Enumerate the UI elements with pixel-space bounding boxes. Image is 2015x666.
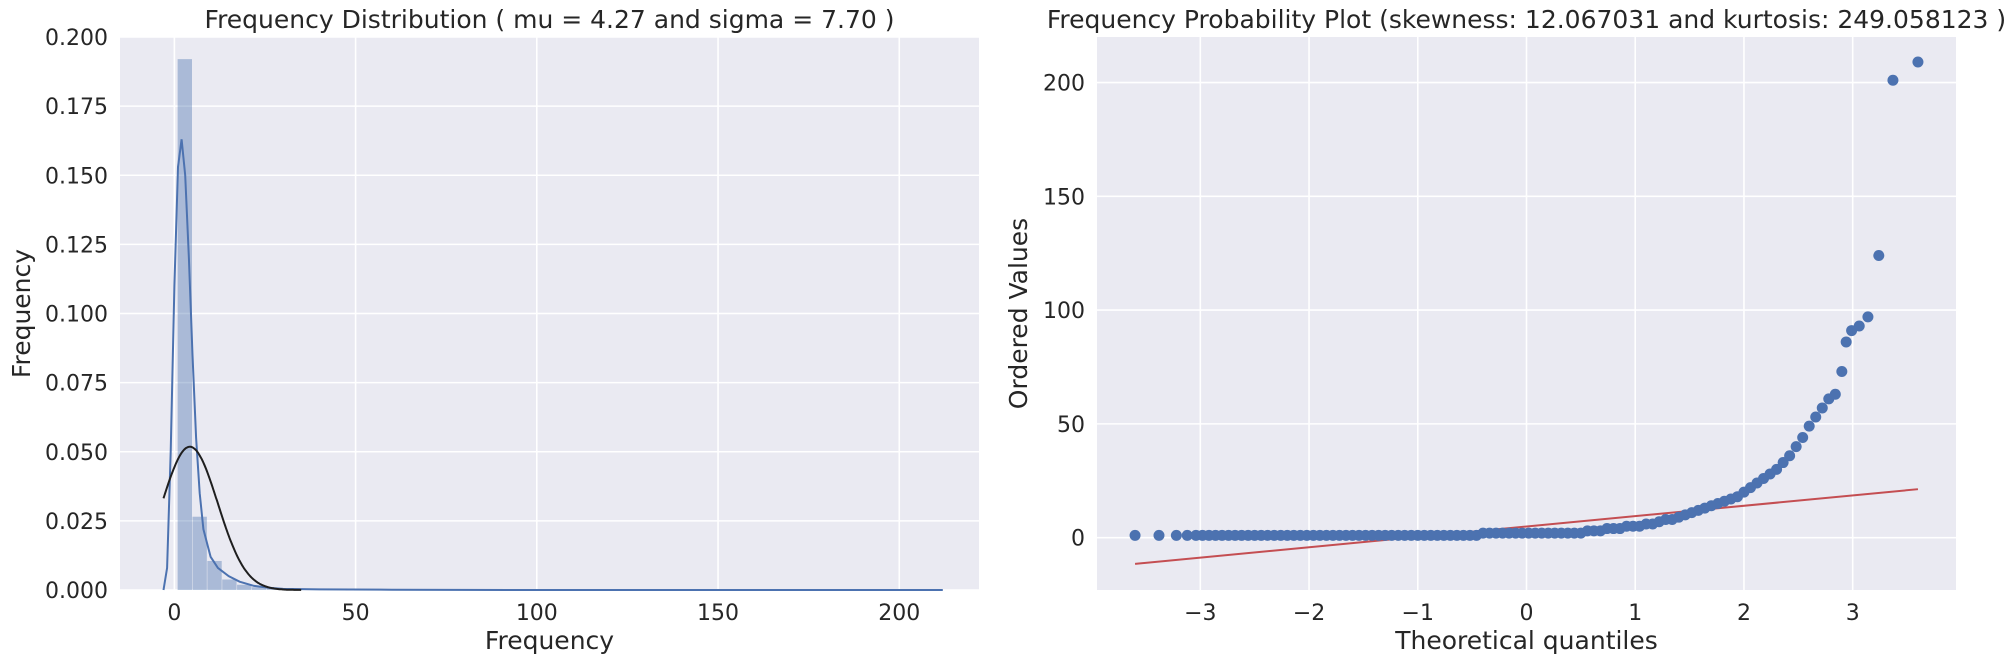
x-tick-label: 1 — [1628, 601, 1642, 626]
data-point — [1836, 366, 1848, 378]
data-point — [1840, 336, 1852, 348]
data-point — [1181, 529, 1193, 541]
y-tick-label: 0 — [1071, 527, 1085, 552]
histogram-bars — [177, 59, 401, 591]
y-tick-label: 200 — [1043, 72, 1085, 97]
x-axis-label: Frequency — [485, 626, 614, 655]
y-tick-label: 50 — [1057, 413, 1085, 438]
y-tick-label: 0.125 — [45, 233, 108, 258]
data-point — [1153, 529, 1165, 541]
data-point — [1862, 311, 1874, 323]
y-tick-label: 100 — [1043, 299, 1085, 324]
histogram-bar — [207, 560, 222, 590]
x-tick-label: 200 — [878, 601, 920, 626]
data-point — [1777, 457, 1789, 469]
x-tick-label: 2 — [1737, 601, 1751, 626]
data-point — [1853, 320, 1865, 332]
data-point — [1771, 463, 1783, 475]
x-tick-label: −1 — [1402, 601, 1434, 626]
data-point — [1170, 529, 1182, 541]
x-tick-label: 150 — [697, 601, 739, 626]
x-tick-label: 3 — [1846, 601, 1860, 626]
data-point — [1912, 56, 1924, 68]
data-point — [1810, 411, 1822, 423]
data-points — [1129, 56, 1924, 541]
probability-plot-chart: −3 −2 −1 0 1 2 3 0 50 100 150 200 Frequency Probab… — [1004, 5, 2006, 655]
chart-title: Frequency Probability Plot (skewness: 12… — [1047, 5, 2006, 34]
y-tick-label: 0.200 — [45, 26, 108, 51]
data-point — [1873, 249, 1885, 261]
y-axis-label: Ordered Values — [1004, 218, 1033, 409]
x-tick-label: 0 — [1520, 601, 1534, 626]
data-point — [1797, 432, 1809, 444]
data-point — [1816, 402, 1828, 414]
x-tick-label: 50 — [342, 601, 370, 626]
x-tick-label: 100 — [516, 601, 558, 626]
histogram-bar — [222, 579, 237, 590]
histogram-bar — [251, 587, 267, 590]
y-tick-labels: 0 50 100 150 200 — [1043, 72, 1085, 552]
histogram-chart: 0 50 100 150 200 0.0000.0250.0500.0750.1000.… — [7, 5, 979, 655]
normal-fit-line — [162, 445, 302, 591]
data-point — [1829, 388, 1841, 400]
y-tick-label: 0.000 — [45, 579, 108, 604]
x-tick-label: 0 — [167, 601, 181, 626]
gridlines — [120, 36, 979, 591]
data-point — [1790, 441, 1802, 453]
y-tick-label: 0.100 — [45, 303, 108, 328]
y-tick-label: 0.150 — [45, 164, 108, 189]
x-axis-label: Theoretical quantiles — [1394, 626, 1658, 655]
y-axis-label: Frequency — [7, 249, 36, 378]
data-point — [1803, 420, 1815, 432]
y-tick-labels: 0.000 0.025 0.050 0.075 0.100 0.125 0.150 0.175… — [45, 26, 108, 604]
x-tick-label: −2 — [1293, 601, 1325, 626]
y-tick-label: 0.075 — [45, 372, 108, 397]
y-tick-label: 0.175 — [45, 95, 108, 120]
fit-line — [1134, 488, 1919, 565]
histogram-bar — [192, 516, 207, 590]
y-tick-label: 150 — [1043, 185, 1085, 210]
x-tick-labels: −3 −2 −1 0 1 2 3 — [1184, 601, 1860, 626]
histogram-bar — [177, 59, 192, 591]
x-tick-labels: 0 50 100 150 200 — [167, 601, 920, 626]
data-point — [1784, 450, 1796, 462]
y-tick-label: 0.025 — [45, 510, 108, 535]
gridlines — [1097, 37, 1956, 590]
x-tick-label: −3 — [1184, 601, 1216, 626]
data-point — [1887, 74, 1899, 86]
histogram-bar — [237, 584, 252, 590]
y-tick-label: 0.050 — [45, 441, 108, 466]
data-point — [1129, 529, 1141, 541]
chart-title: Frequency Distribution ( mu = 4.27 and s… — [205, 5, 895, 34]
